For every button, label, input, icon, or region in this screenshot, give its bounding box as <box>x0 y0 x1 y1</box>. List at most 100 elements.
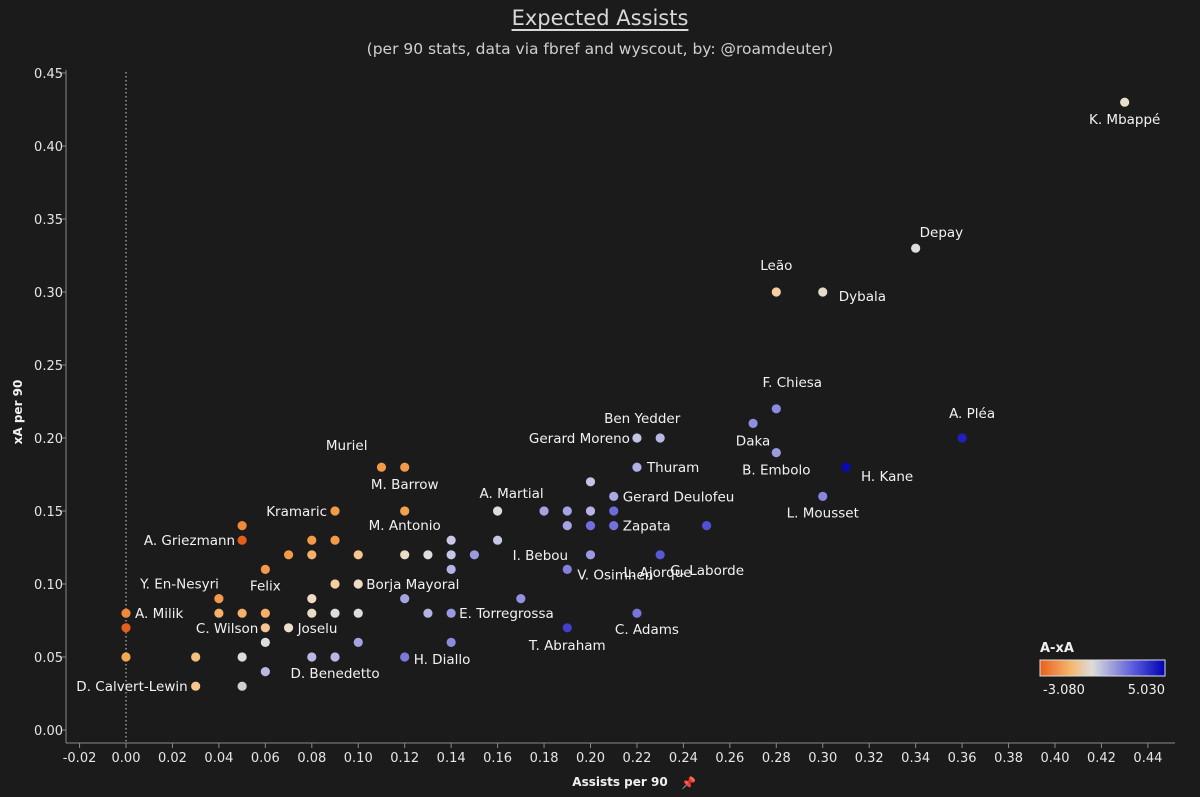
data-point <box>609 521 619 531</box>
data-point <box>237 521 247 531</box>
data-point <box>516 594 526 604</box>
point-label: M. Antonio <box>369 518 441 534</box>
point-label: Ben Yedder <box>604 411 681 427</box>
x-tick-label: 0.08 <box>297 751 326 766</box>
data-point <box>609 491 619 501</box>
point-label: Muriel <box>326 438 368 454</box>
point-label: D. Benedetto <box>290 666 379 682</box>
data-point <box>307 535 317 545</box>
data-point <box>330 535 340 545</box>
x-tick-label: 0.22 <box>622 751 651 766</box>
x-tick-label: 0.10 <box>344 751 373 766</box>
data-point <box>237 608 247 618</box>
data-point <box>609 506 619 516</box>
data-point <box>260 667 270 677</box>
data-point <box>400 550 410 560</box>
data-point <box>121 652 131 662</box>
data-point <box>353 608 363 618</box>
data-point <box>191 652 201 662</box>
data-point <box>283 623 294 633</box>
data-point <box>469 550 479 560</box>
data-point <box>818 491 828 501</box>
data-point <box>1120 97 1130 107</box>
data-point <box>214 594 224 604</box>
x-tick-label: 0.38 <box>994 751 1023 766</box>
data-point <box>702 521 712 531</box>
point-label: Gerard Moreno <box>529 431 630 447</box>
point-label: L. Ajorque <box>624 565 692 581</box>
data-point <box>446 564 456 575</box>
point-label: Borja Mayoral <box>366 577 459 593</box>
point-label: Kramaric <box>266 504 327 520</box>
point-label: G. Laborde <box>670 563 744 579</box>
data-point <box>307 608 317 618</box>
x-tick-label: 0.16 <box>483 751 512 766</box>
data-point <box>121 608 131 618</box>
data-point <box>400 462 410 472</box>
data-point <box>585 506 596 516</box>
point-label: C. Wilson <box>196 621 258 637</box>
x-ticks: -0.02 0.00 0.02 0.04 0.06 0.08 0.10 0.12 0.14 0.1… <box>63 743 1162 766</box>
legend-max-label: 5.030 <box>1128 683 1165 698</box>
chart-subtitle: (per 90 stats, data via fbref and wyscou… <box>366 40 834 58</box>
data-point <box>841 462 851 472</box>
point-label: A. Milik <box>135 606 183 622</box>
point-label: Thuram <box>646 460 699 476</box>
data-point <box>330 608 340 618</box>
data-point <box>493 506 503 516</box>
data-point <box>655 433 665 443</box>
data-point <box>562 521 572 531</box>
data-point <box>191 681 201 691</box>
legend-gradient-bar <box>1039 659 1166 677</box>
data-point <box>400 594 410 604</box>
point-label: I. Bebou <box>513 548 569 564</box>
point-label: Daka <box>736 433 771 449</box>
point-label: L. Mousset <box>787 505 859 521</box>
y-tick-label: 0.45 <box>34 67 63 82</box>
y-tick-label: 0.25 <box>34 359 63 374</box>
point-label: Y. En-Nesyri <box>139 577 219 593</box>
data-point <box>353 579 363 589</box>
data-point <box>957 433 967 443</box>
point-label: Dybala <box>839 289 886 305</box>
x-tick-label: 0.02 <box>158 751 187 766</box>
data-point <box>585 477 596 487</box>
x-tick-label: -0.02 <box>63 751 97 766</box>
point-label: Joselu <box>297 621 338 637</box>
data-point <box>330 652 340 662</box>
data-point <box>283 550 294 560</box>
x-tick-label: 0.44 <box>1133 751 1162 766</box>
x-tick-label: 0.14 <box>437 751 466 766</box>
point-label: H. Kane <box>861 469 913 485</box>
data-point <box>307 594 317 604</box>
point-label: A. Griezmann <box>144 533 235 549</box>
point-label: Gerard Deulofeu <box>623 489 735 505</box>
data-point <box>911 243 921 253</box>
x-tick-label: 0.34 <box>901 751 930 766</box>
point-label: C. Adams <box>615 622 679 638</box>
data-points <box>121 97 1130 691</box>
y-tick-label: 0.10 <box>34 578 63 593</box>
y-tick-label: 0.40 <box>34 140 63 155</box>
x-tick-label: 0.32 <box>855 751 884 766</box>
x-tick-label: 0.42 <box>1087 751 1116 766</box>
point-label: E. Torregrossa <box>459 606 554 622</box>
data-point <box>400 506 410 516</box>
data-point <box>423 550 433 560</box>
data-point <box>260 608 270 618</box>
color-legend: A-xA -3.080 5.030 <box>1039 641 1166 698</box>
point-label: Depay <box>920 225 964 241</box>
data-point <box>237 681 247 691</box>
legend-min-label: -3.080 <box>1043 683 1085 698</box>
data-point <box>655 550 665 560</box>
y-ticks: 0.00 0.05 0.10 0.15 0.20 0.25 0.30 0.35 0.40 0.45 <box>34 67 66 739</box>
y-tick-label: 0.05 <box>34 651 63 666</box>
x-tick-label: 0.24 <box>669 751 698 766</box>
point-label: B. Embolo <box>742 463 810 479</box>
data-point <box>353 550 363 560</box>
data-point <box>446 535 456 545</box>
data-point <box>562 506 572 516</box>
point-labels: K. Mbappé Depay Leão Dybala F. Chiesa A. Pléa… <box>76 112 1160 695</box>
x-tick-label: 0.36 <box>948 751 977 766</box>
data-point <box>539 506 549 516</box>
